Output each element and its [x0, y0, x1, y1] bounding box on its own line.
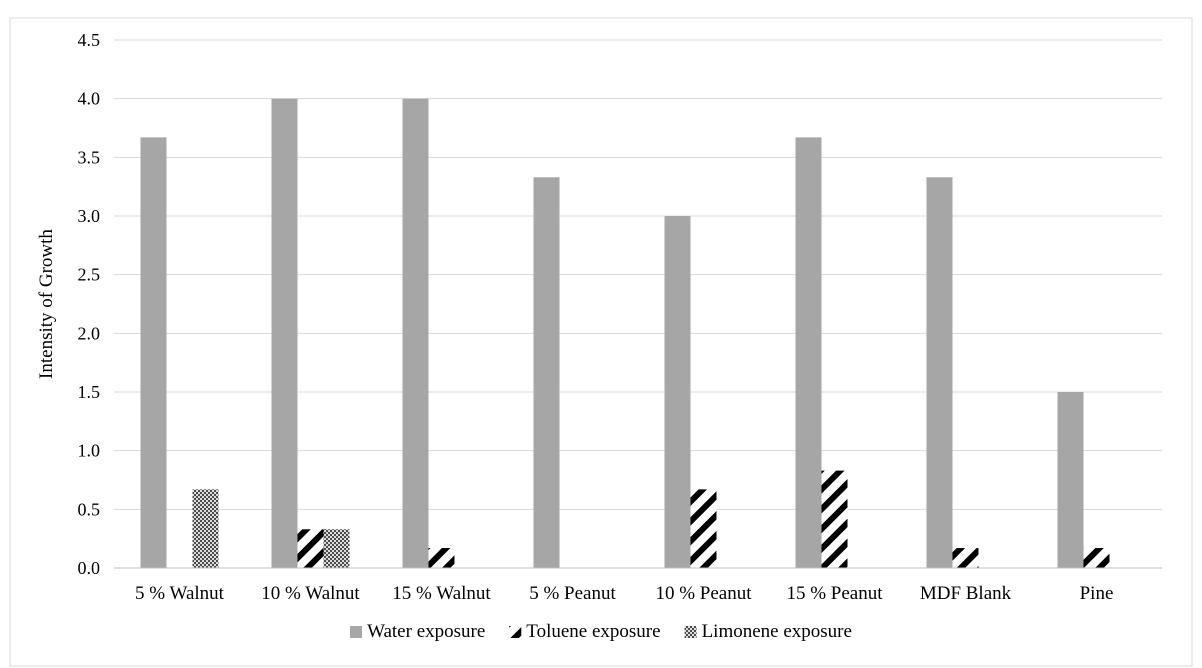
bar-water-exposure-0 — [140, 137, 167, 569]
bar-toluene-exposure-6 — [952, 548, 979, 568]
x-category-label: 10 % Walnut — [261, 583, 360, 604]
bar-water-exposure-4 — [664, 216, 691, 568]
y-tick-label: 0.0 — [78, 558, 101, 578]
legend-label: Toluene exposure — [526, 621, 660, 642]
legend-swatch — [684, 626, 697, 638]
legend-swatch — [350, 626, 363, 638]
y-tick-label: 3.0 — [78, 206, 101, 226]
legend-swatch — [509, 626, 522, 638]
y-axis-title: Intensity of Growth — [36, 229, 57, 379]
bars — [140, 98, 1110, 569]
y-tick-label: 0.5 — [78, 499, 101, 519]
bar-toluene-exposure-2 — [428, 548, 455, 568]
legend-label: Water exposure — [367, 621, 485, 642]
bar-water-exposure-3 — [533, 177, 560, 568]
legend: Water exposure Toluene exposure Limonene e… — [350, 621, 852, 642]
y-axis-ticks: 0.0 0.5 1.0 1.5 2.0 2.5 3.0 3.5 4.0 4.5 — [78, 30, 101, 578]
y-tick-label: 2.0 — [78, 323, 101, 343]
y-tick-label: 4.5 — [78, 30, 101, 50]
bar-water-exposure-2 — [402, 98, 429, 569]
x-category-label: 15 % Peanut — [786, 583, 883, 604]
y-tick-label: 1.5 — [78, 382, 101, 402]
bar-toluene-exposure-1 — [297, 529, 324, 568]
bar-limonene-exposure-1 — [323, 529, 350, 568]
bar-toluene-exposure-7 — [1083, 548, 1110, 568]
x-category-label: 10 % Peanut — [655, 583, 752, 604]
x-category-label: 5 % Peanut — [529, 583, 616, 604]
x-category-label: 5 % Walnut — [135, 583, 225, 604]
bar-water-exposure-7 — [1057, 392, 1084, 568]
y-tick-label: 1.0 — [78, 441, 101, 461]
x-category-label: 15 % Walnut — [392, 583, 491, 604]
bar-water-exposure-6 — [926, 177, 953, 568]
chart-border — [9, 17, 1193, 667]
x-axis-categories: 5 % Walnut 10 % Walnut 15 % Walnut 5 % Pean… — [135, 583, 1113, 604]
x-category-label: Pine — [1080, 583, 1114, 604]
y-tick-label: 2.5 — [78, 265, 101, 285]
y-tick-label: 4.0 — [78, 89, 101, 109]
y-tick-label: 3.5 — [78, 147, 101, 167]
bar-toluene-exposure-5 — [821, 470, 848, 568]
bar-water-exposure-5 — [795, 137, 822, 569]
legend-label: Limonene exposure — [702, 621, 852, 642]
bar-water-exposure-1 — [271, 98, 298, 569]
bar-limonene-exposure-0 — [192, 489, 219, 568]
bar-toluene-exposure-4 — [690, 489, 717, 568]
x-category-label: MDF Blank — [920, 583, 1012, 604]
